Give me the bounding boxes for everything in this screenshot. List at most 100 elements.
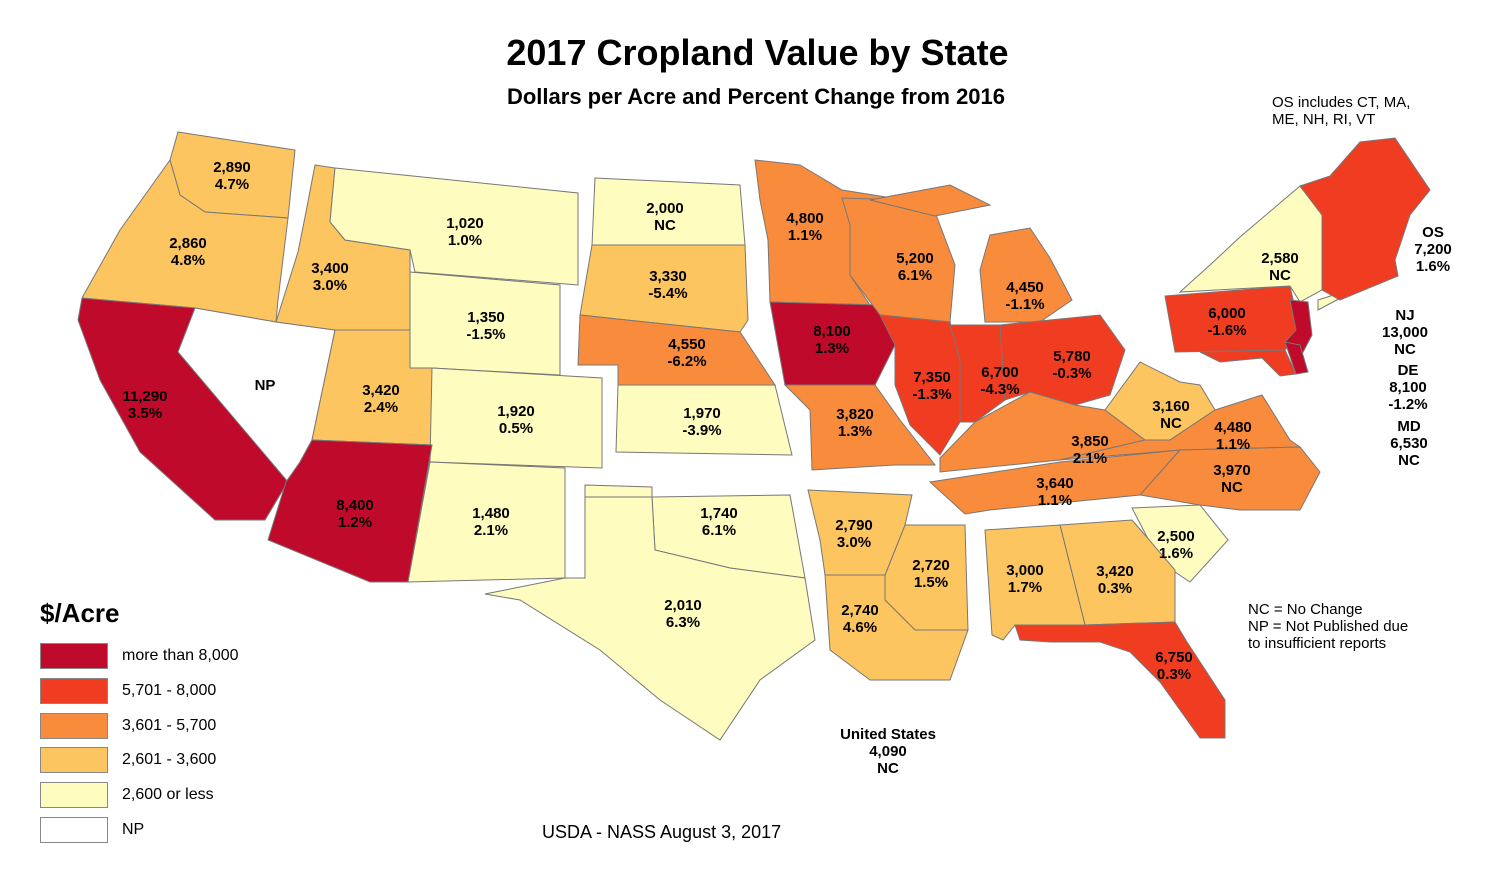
callout-change: NC <box>877 760 899 777</box>
state-shape <box>1199 349 1297 377</box>
state-value-label: 1,480 <box>472 505 510 522</box>
state-value-label: 2,580 <box>1261 250 1299 267</box>
state-shape <box>1014 621 1226 739</box>
state-value-label: 11,290 <box>122 388 167 405</box>
callout-de: DE 8,100 -1.2% <box>1368 362 1448 413</box>
legend-label: 2,600 or less <box>122 786 214 804</box>
state-shape <box>979 227 1073 323</box>
state-value-label: 5,780 <box>1053 348 1091 365</box>
state-shape <box>484 496 816 741</box>
state-value-label: 2,720 <box>912 557 950 574</box>
legend-label: 5,701 - 8,000 <box>122 681 217 699</box>
legend-swatch <box>40 712 108 739</box>
state-change-label: -1.3% <box>912 386 951 403</box>
state-change-label: -0.3% <box>1052 365 1091 382</box>
callout-change: NC <box>1398 452 1420 469</box>
map-title: 2017 Cropland Value by State <box>506 32 1009 73</box>
legend-label: more than 8,000 <box>122 647 239 664</box>
state-change-label: -4.3% <box>980 381 1019 398</box>
state-shape <box>769 301 896 386</box>
state-change-label: NC <box>1221 479 1243 496</box>
state-value-label: 3,420 <box>1096 563 1134 580</box>
state-shape <box>824 574 969 681</box>
state-value-label: 8,400 <box>336 497 374 514</box>
callout-value: 8,100 <box>1389 379 1427 396</box>
state-change-label: 1.5% <box>914 574 948 591</box>
state-change-label: NC <box>1269 267 1291 284</box>
state-change-label: NC <box>1160 415 1182 432</box>
callout-name: OS <box>1422 224 1444 241</box>
legend-swatch <box>40 747 108 774</box>
state-value-label: 1,350 <box>467 309 505 326</box>
state-change-label: 6.3% <box>666 614 700 631</box>
source-note: USDA - NASS August 3, 2017 <box>542 822 782 842</box>
state-shape <box>429 367 603 469</box>
state-change-label: 6.1% <box>898 267 932 284</box>
state-value-label: 2,740 <box>841 602 879 619</box>
legend-item: 2,600 or less <box>40 782 214 809</box>
state-shape <box>1178 185 1323 303</box>
state-change-label: 2.4% <box>364 399 398 416</box>
callout-value: 4,090 <box>869 743 907 760</box>
state-value-label: 4,550 <box>668 336 706 353</box>
state-change-label: 6.1% <box>702 522 736 539</box>
callout-value: 13,000 <box>1382 324 1428 341</box>
legend-item: more than 8,000 <box>40 643 239 669</box>
state-value-label: 5,200 <box>896 250 934 267</box>
legend-label: 3,601 - 5,700 <box>122 716 217 734</box>
state-change-label: -3.9% <box>682 422 721 439</box>
abbreviation-notes: NC = No Change NP = Not Published due to… <box>1248 601 1408 652</box>
legend-swatch <box>40 643 108 669</box>
os-note: OS includes CT, MA, ME, NH, RI, VT <box>1272 94 1410 128</box>
state-shape <box>267 439 433 583</box>
state-value-label: 3,000 <box>1006 562 1044 579</box>
state-shape <box>615 384 793 456</box>
legend-label: 2,601 - 3,600 <box>122 751 217 769</box>
legend-swatch <box>40 677 108 704</box>
callout-name: DE <box>1397 362 1419 379</box>
state-change-label: 2.1% <box>474 522 508 539</box>
os-note-line: ME, NH, RI, VT <box>1272 111 1376 128</box>
state-value-label: 3,850 <box>1071 433 1109 450</box>
state-change-label: 3.0% <box>313 277 347 294</box>
state-change-label: 4.8% <box>171 252 205 269</box>
note-line: NC = No Change <box>1248 601 1363 618</box>
state-value-label: 7,350 <box>913 369 951 386</box>
note-line: to insufficient reports <box>1248 635 1387 652</box>
state-shape <box>869 184 992 217</box>
state-change-label: -5.4% <box>648 285 687 302</box>
callout-md: MD 6,530 NC <box>1369 418 1449 469</box>
state-value-label: 6,000 <box>1208 305 1246 322</box>
state-value-label: 6,700 <box>981 364 1019 381</box>
callout-change: 1.6% <box>1415 258 1451 275</box>
callout-os: OS 7,200 1.6% <box>1393 224 1473 275</box>
legend-swatch <box>40 782 108 809</box>
legend-item: 2,601 - 3,600 <box>40 747 217 774</box>
state-change-label: NC <box>654 217 676 234</box>
state-value-label: 3,160 <box>1152 398 1190 415</box>
callout-value: 6,530 <box>1390 435 1428 452</box>
state-change-label: 4.7% <box>215 176 249 193</box>
callout-united-states: United States 4,090 NC <box>808 726 968 777</box>
state-value-label: 1,020 <box>446 215 484 232</box>
state-value-label: 2,500 <box>1157 528 1195 545</box>
state-change-label: -6.2% <box>667 353 706 370</box>
state-change-label: 0.3% <box>1157 666 1191 683</box>
legend-label: NP <box>122 821 145 838</box>
state-shape <box>783 384 937 471</box>
state-value-label: 2,890 <box>213 159 251 176</box>
state-shape <box>329 167 579 286</box>
state-change-label: 1.3% <box>838 423 872 440</box>
state-change-label: 0.5% <box>499 420 533 437</box>
callout-nj: NJ 13,000 NC <box>1365 307 1445 358</box>
legend-item: 3,601 - 5,700 <box>40 712 217 739</box>
callout-change: -1.2% <box>1388 396 1428 413</box>
state-change-label: 1.7% <box>1008 579 1042 596</box>
state-value-label: 2,000 <box>646 200 684 217</box>
state-shape <box>1284 341 1309 375</box>
state-value-label: 2,790 <box>835 517 873 534</box>
callout-name: MD <box>1397 418 1421 435</box>
note-line: NP = Not Published due <box>1248 618 1409 635</box>
state-change-label: 1.1% <box>1038 492 1072 509</box>
state-change-label: 1.6% <box>1159 545 1193 562</box>
